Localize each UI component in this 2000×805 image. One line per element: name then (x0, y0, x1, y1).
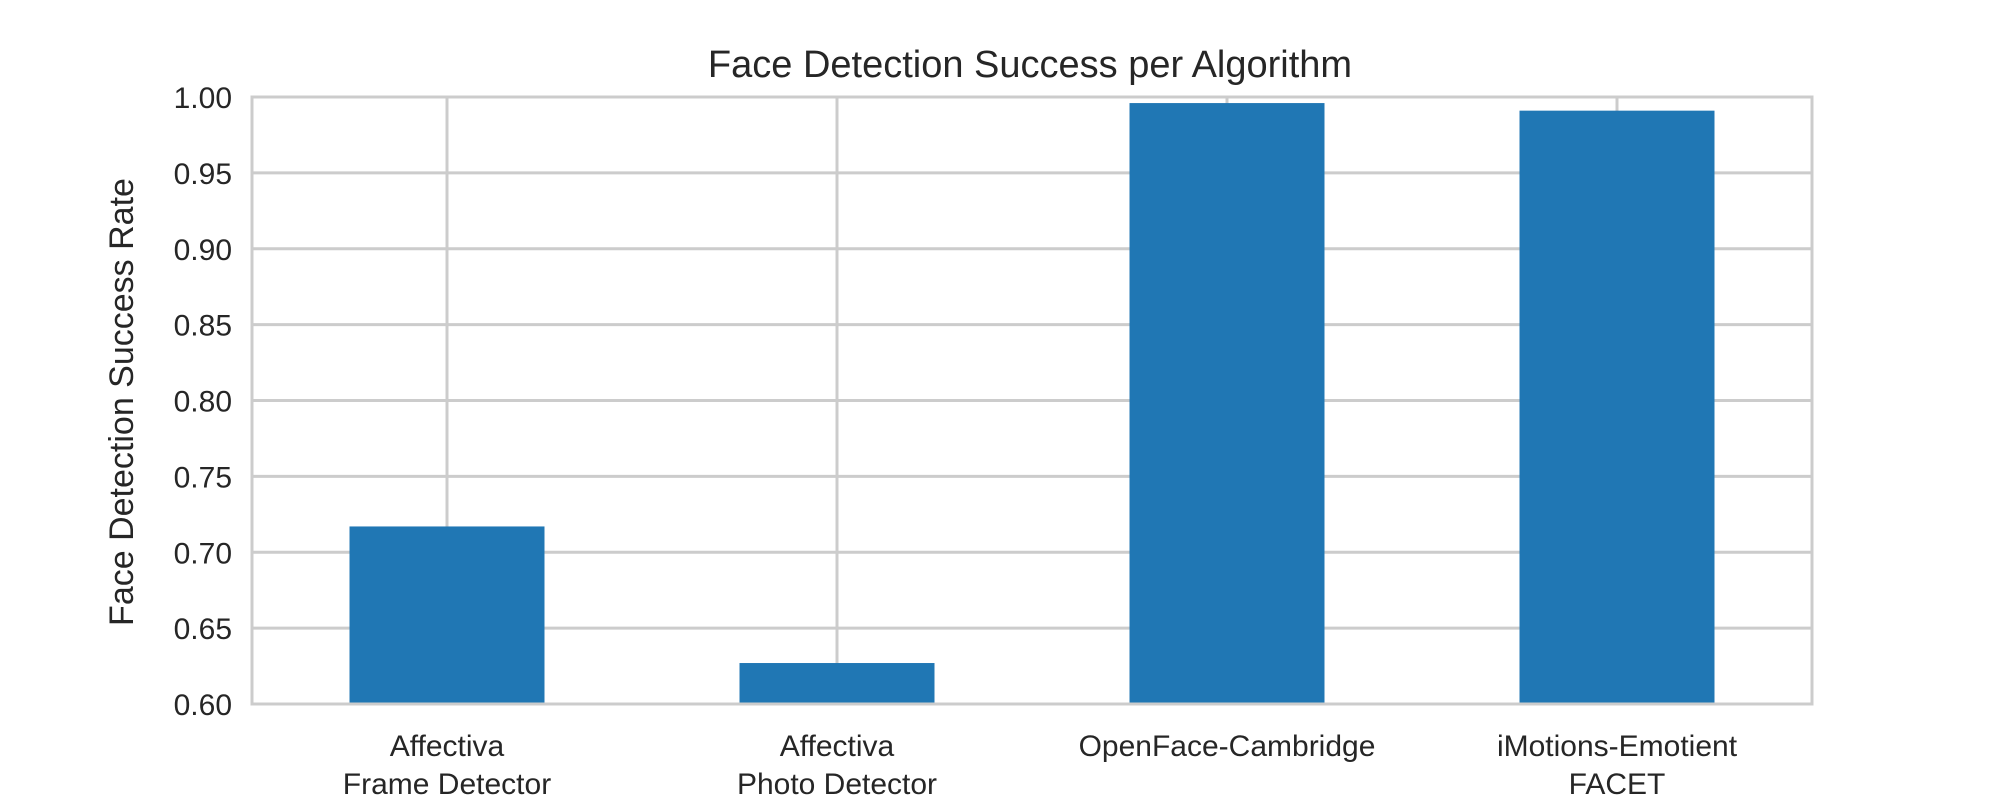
x-tick-label: OpenFace-Cambridge (1079, 730, 1376, 763)
y-tick-label: 0.70 (174, 537, 232, 570)
chart-title: Face Detection Success per Algorithm (708, 44, 1352, 86)
x-tick-label: Frame Detector (343, 768, 551, 800)
bars (349, 103, 1715, 705)
plot-frame (250, 95, 1814, 706)
y-tick-label: 0.85 (174, 310, 232, 343)
y-tick-label: 0.90 (174, 234, 232, 267)
y-tick-label: 0.95 (174, 158, 232, 191)
x-tick-label: iMotions-Emotient (1497, 730, 1738, 763)
x-tick-labels: Affectiva Frame Detector Affectiva Photo De… (343, 730, 1738, 801)
y-tick-label: 1.00 (174, 82, 232, 115)
y-tick-labels: 0.60 0.65 0.70 0.75 0.80 0.85 0.90 0.95 1.00 (174, 82, 232, 722)
bar (1519, 110, 1715, 705)
y-axis-title: Face Detection Success Rate (103, 178, 141, 626)
bar (349, 526, 545, 704)
x-tick-label: Photo Detector (737, 768, 937, 800)
y-tick-label: 0.80 (174, 386, 232, 419)
y-tick-label: 0.60 (174, 689, 232, 722)
x-tick-label: FACET (1569, 768, 1666, 800)
x-tick-label: Affectiva (390, 730, 505, 763)
x-tick-label: Affectiva (780, 730, 895, 763)
bar (1129, 103, 1325, 704)
y-tick-label: 0.75 (174, 461, 232, 494)
bar (739, 663, 935, 704)
y-tick-label: 0.65 (174, 613, 232, 646)
